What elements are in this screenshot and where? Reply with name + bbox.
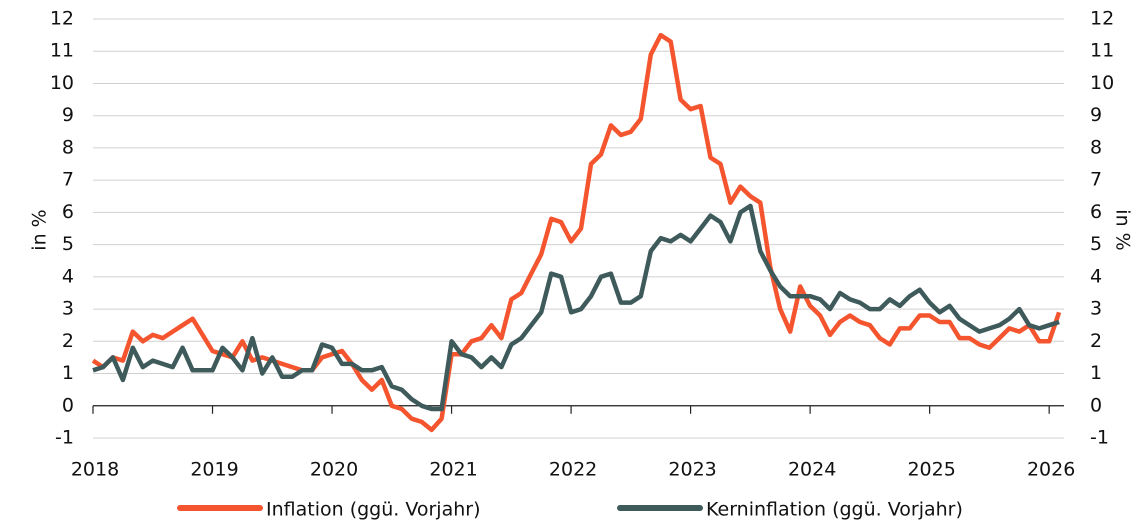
- x-tick-label: 2024: [788, 459, 836, 481]
- y2-tick-label: 4: [1090, 265, 1102, 287]
- y2-tick-label: 6: [1090, 201, 1102, 223]
- y2-tick-label: 11: [1090, 40, 1114, 62]
- legend-label: Inflation (ggü. Vorjahr): [266, 499, 481, 521]
- legend-label: Kerninflation (ggü. Vorjahr): [706, 499, 963, 521]
- y2-tick-label: 2: [1090, 330, 1102, 352]
- x-tick-label: 2026: [1027, 459, 1075, 481]
- y2-tick-label: 5: [1090, 233, 1102, 255]
- y-tick-label: 4: [62, 265, 74, 287]
- x-tick-label: 2018: [71, 459, 119, 481]
- y2-tick-label: 1: [1090, 362, 1102, 384]
- y2-tick-label: 7: [1090, 169, 1102, 191]
- x-tick-label: 2023: [668, 459, 716, 481]
- y-tick-label: 9: [62, 104, 74, 126]
- y-tick-label: 3: [62, 298, 74, 320]
- y-tick-label: -1: [55, 427, 74, 449]
- y2-tick-label: 10: [1090, 72, 1114, 94]
- x-tick-label: 2021: [429, 459, 477, 481]
- x-tick-label: 2019: [190, 459, 238, 481]
- y-tick-label: 10: [50, 72, 74, 94]
- y2-axis-label: in %: [1112, 209, 1134, 250]
- y-tick-label: 7: [62, 169, 74, 191]
- y2-tick-label: 8: [1090, 136, 1102, 158]
- y-tick-label: 8: [62, 136, 74, 158]
- x-tick-label: 2020: [310, 459, 358, 481]
- y2-tick-label: -1: [1090, 427, 1109, 449]
- y2-tick-label: 0: [1090, 394, 1102, 416]
- y-tick-label: 0: [62, 394, 74, 416]
- y-axis-label: in %: [29, 209, 51, 250]
- series-line: [91, 32, 1062, 433]
- y-tick-label: 11: [50, 40, 74, 62]
- y-tick-label: 12: [50, 8, 74, 30]
- y-tick-label: 5: [62, 233, 74, 255]
- x-tick-label: 2022: [549, 459, 597, 481]
- y-tick-label: 1: [62, 362, 74, 384]
- y2-tick-label: 9: [1090, 104, 1102, 126]
- y2-tick-label: 12: [1090, 8, 1114, 30]
- series-line: [92, 203, 1060, 412]
- y-tick-label: 6: [62, 201, 74, 223]
- y2-tick-label: 3: [1090, 298, 1102, 320]
- y-tick-label: 2: [62, 330, 74, 352]
- x-tick-label: 2025: [907, 459, 955, 481]
